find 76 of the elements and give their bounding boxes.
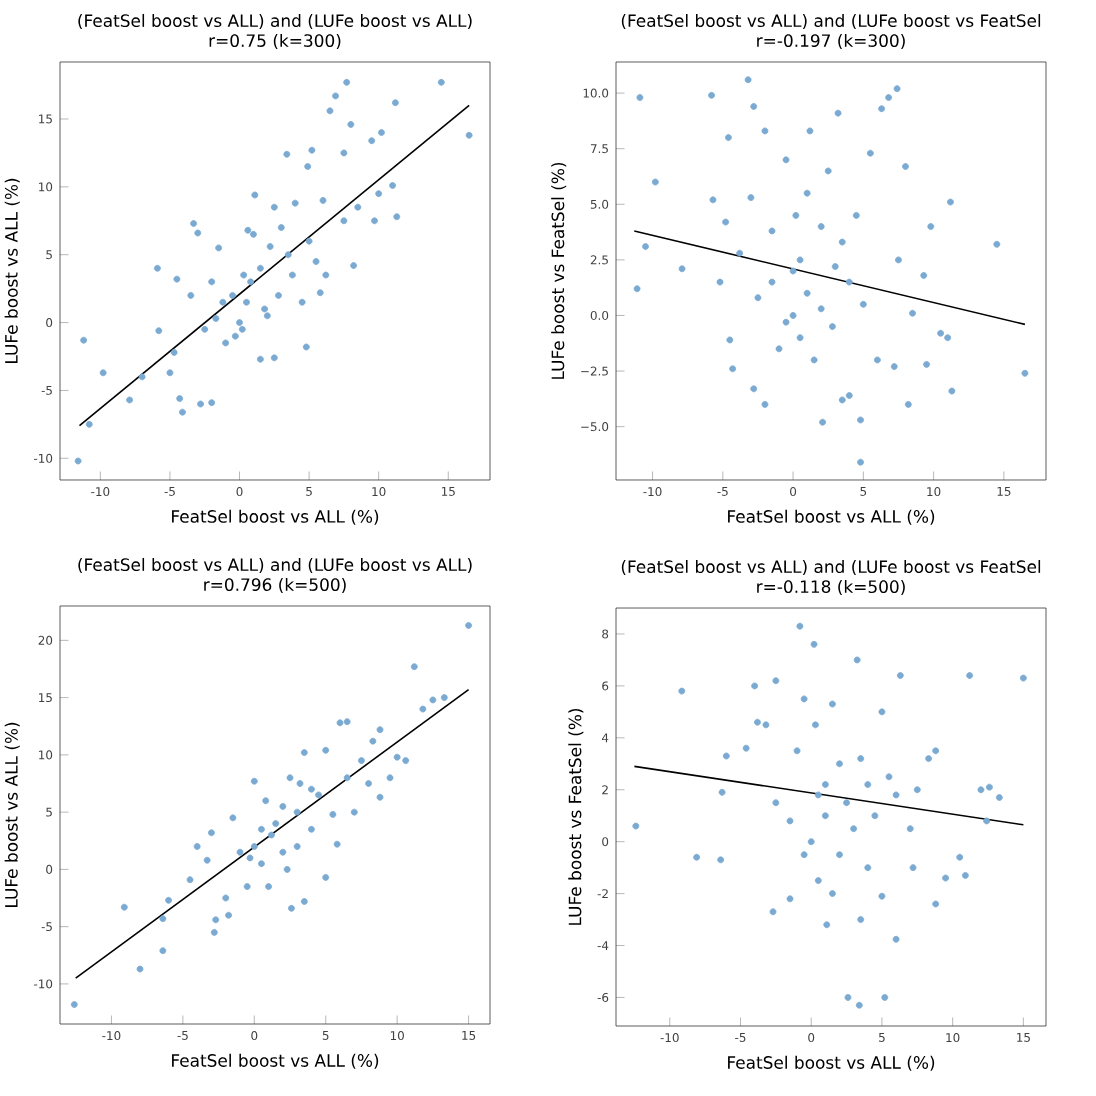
- point: [308, 785, 315, 793]
- point: [419, 705, 427, 713]
- point: [236, 848, 244, 856]
- point: [322, 746, 330, 754]
- point: [279, 848, 287, 856]
- point: [268, 831, 275, 839]
- point: [465, 622, 472, 629]
- point: [120, 903, 128, 911]
- point: [440, 694, 448, 702]
- point: [265, 883, 272, 890]
- point: [262, 797, 270, 805]
- point: [165, 896, 172, 904]
- point: [288, 904, 295, 912]
- chart-title: (FeatSel boost vs ALL) and (LUFe boost vs ALL): [78, 13, 472, 30]
- point: [250, 843, 258, 850]
- point: [410, 663, 418, 671]
- x-axis-title: FeatSel boost vs ALL (%): [172, 1053, 379, 1069]
- point: [243, 883, 251, 890]
- chart-title: (FeatSel boost vs ALL) and (LUFe boost vs ALL): [78, 557, 472, 574]
- point: [300, 749, 308, 756]
- chart-subtitle: r=0.796 (k=500): [204, 577, 346, 593]
- point: [159, 947, 167, 955]
- y-axis-title: LUFe boost vs ALL (%): [4, 178, 20, 363]
- point: [402, 757, 410, 764]
- point: [376, 726, 384, 734]
- x-axis-title: FeatSel boost vs ALL (%): [172, 509, 379, 525]
- x-axis-title: FeatSel boost vs ALL (%): [728, 1055, 935, 1071]
- point: [296, 780, 304, 787]
- point: [258, 825, 265, 833]
- point: [272, 820, 280, 827]
- chart-title: (FeatSel boost vs ALL) and (LUFe boost vs FeatSel: [621, 559, 1041, 576]
- chart-subtitle: r=-0.118 (k=500): [757, 579, 905, 595]
- point: [376, 793, 384, 801]
- point: [293, 808, 301, 816]
- chart-subtitle: r=-0.197 (k=300): [757, 33, 905, 49]
- point: [210, 928, 218, 936]
- point: [208, 829, 215, 837]
- point: [333, 840, 341, 848]
- point: [429, 696, 437, 704]
- point: [70, 1001, 78, 1008]
- point: [203, 856, 211, 864]
- point: [358, 757, 365, 764]
- point: [369, 737, 377, 745]
- chart-title: (FeatSel boost vs ALL) and (LUFe boost vs FeatSel: [621, 13, 1041, 30]
- point: [300, 898, 308, 905]
- point: [186, 876, 194, 884]
- point: [386, 774, 394, 782]
- point: [250, 777, 258, 785]
- point: [336, 719, 344, 727]
- point: [293, 843, 301, 850]
- point: [343, 774, 351, 782]
- point: [258, 860, 265, 868]
- point: [329, 811, 337, 818]
- point: [246, 854, 254, 862]
- point: [193, 843, 201, 850]
- y-axis-title: LUFe boost vs FeatSel (%): [568, 708, 584, 925]
- point: [308, 825, 315, 833]
- point: [365, 780, 372, 787]
- y-axis-title: LUFe boost vs ALL (%): [4, 722, 20, 907]
- point: [136, 965, 144, 973]
- x-axis-title: FeatSel boost vs ALL (%): [728, 509, 935, 525]
- chart-subtitle: r=0.75 (k=300): [209, 33, 341, 49]
- point: [279, 803, 287, 810]
- point: [322, 874, 330, 881]
- y-axis-title: LUFe boost vs FeatSel (%): [551, 162, 567, 379]
- point: [229, 814, 237, 822]
- point: [393, 753, 401, 761]
- point: [225, 911, 232, 919]
- point: [343, 718, 351, 726]
- point: [315, 791, 322, 799]
- point: [212, 916, 220, 924]
- point: [350, 808, 358, 816]
- point: [222, 894, 230, 902]
- point: [283, 865, 291, 873]
- point: [159, 915, 167, 923]
- point: [286, 774, 294, 782]
